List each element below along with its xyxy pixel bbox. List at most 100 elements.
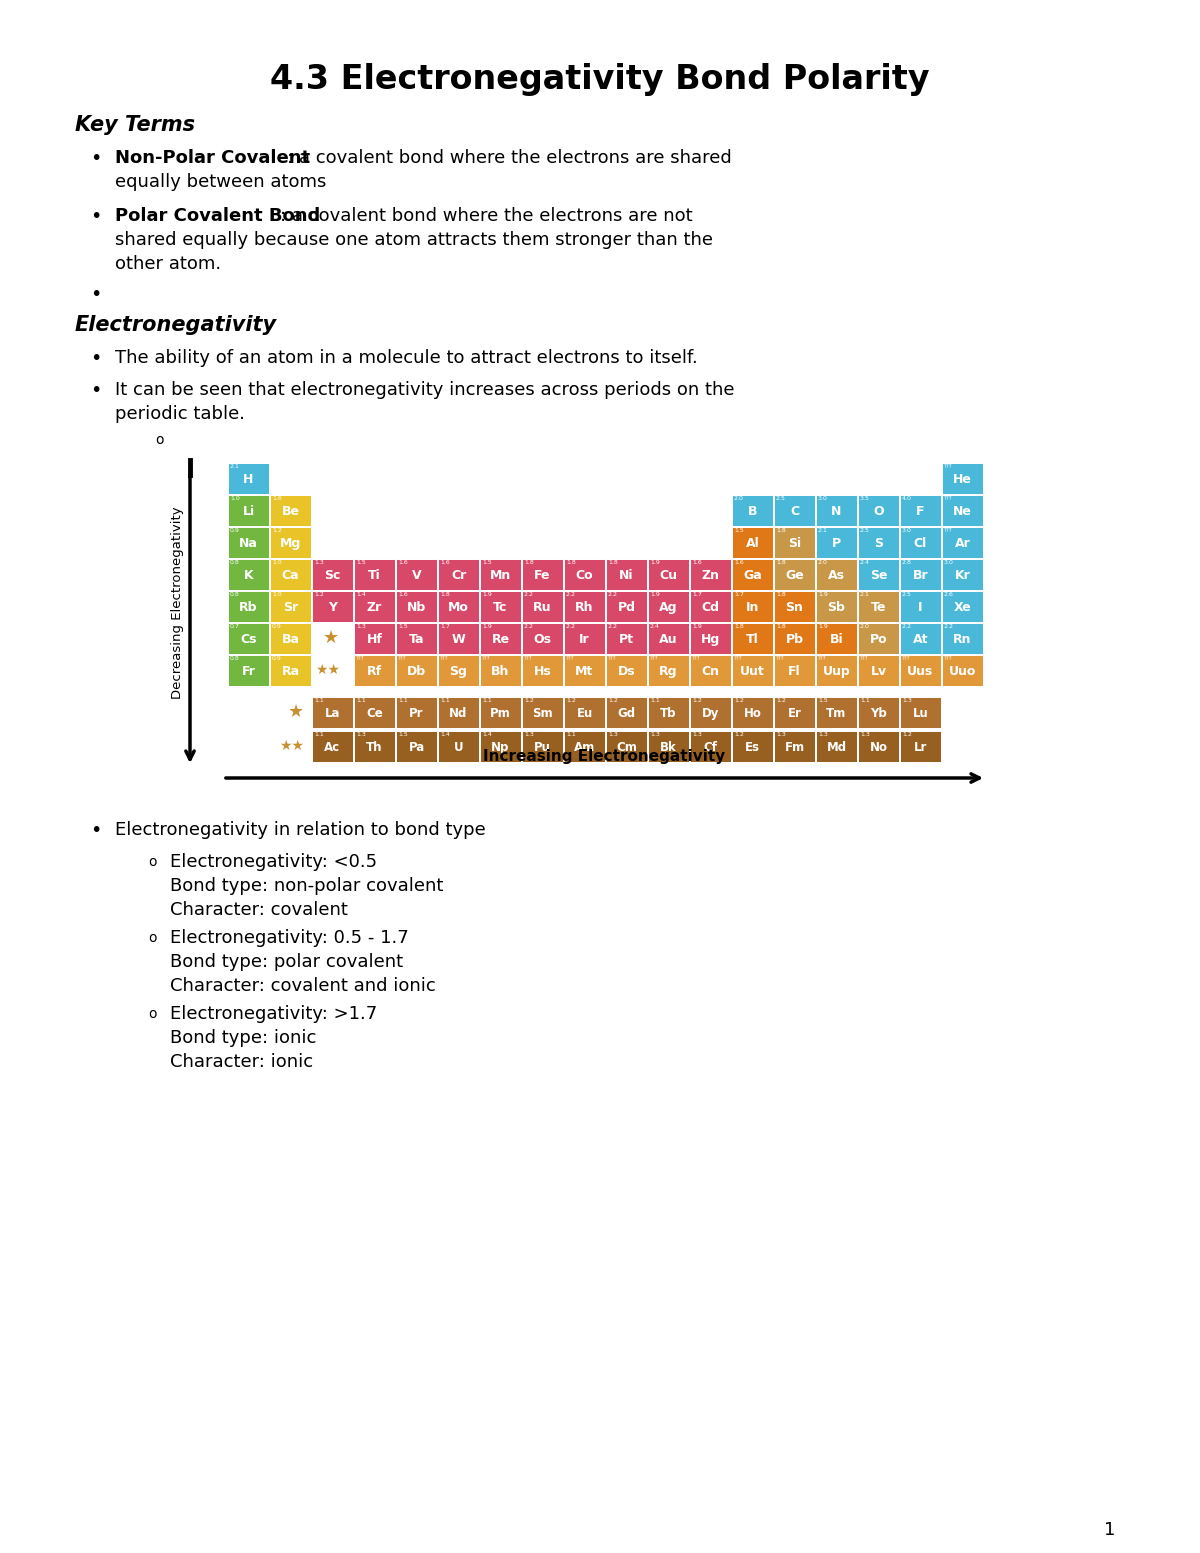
Bar	[228, 623, 269, 654]
Text: ???: ???	[776, 655, 785, 662]
Text: Pa: Pa	[408, 741, 425, 755]
Text: As: As	[828, 568, 845, 582]
Text: Mg: Mg	[280, 537, 301, 550]
Text: 1.7: 1.7	[734, 592, 744, 596]
Text: The ability of an atom in a molecule to attract electrons to itself.: The ability of an atom in a molecule to …	[115, 349, 697, 367]
Text: 2.5: 2.5	[776, 495, 786, 502]
Bar	[312, 697, 353, 728]
Text: 2.2: 2.2	[608, 624, 618, 629]
Text: Au: Au	[659, 634, 678, 646]
Text: 1.5: 1.5	[734, 528, 744, 533]
Text: 1.3: 1.3	[902, 697, 912, 704]
Text: ???: ???	[608, 655, 617, 662]
Text: 2.5: 2.5	[860, 528, 870, 533]
Text: 1.5: 1.5	[818, 697, 828, 704]
Text: ???: ???	[566, 655, 575, 662]
Bar	[858, 495, 899, 526]
Text: Mn: Mn	[490, 568, 511, 582]
Text: Character: covalent: Character: covalent	[170, 901, 348, 919]
Text: W: W	[451, 634, 466, 646]
Bar	[564, 592, 605, 623]
Bar	[396, 559, 437, 590]
Bar	[354, 592, 395, 623]
Text: I: I	[918, 601, 923, 613]
Bar	[690, 559, 731, 590]
Bar	[774, 623, 815, 654]
Bar	[942, 623, 983, 654]
Text: •: •	[90, 207, 101, 225]
Bar	[816, 655, 857, 686]
Text: 1.6: 1.6	[440, 561, 450, 565]
Text: ???: ???	[860, 655, 869, 662]
Text: Na: Na	[239, 537, 258, 550]
Text: ???: ???	[356, 655, 365, 662]
Bar	[438, 592, 479, 623]
Text: Db: Db	[407, 665, 426, 679]
Text: Character: ionic: Character: ionic	[170, 1053, 313, 1072]
Text: Dy: Dy	[702, 707, 719, 721]
Bar	[942, 495, 983, 526]
Text: 2.1: 2.1	[818, 528, 828, 533]
Text: Polar Covalent Bond: Polar Covalent Bond	[115, 207, 320, 225]
Text: Pr: Pr	[409, 707, 424, 721]
Bar	[522, 623, 563, 654]
Text: Eu: Eu	[576, 707, 593, 721]
Bar	[858, 731, 899, 763]
Text: 1.3: 1.3	[608, 731, 618, 738]
Text: 1.2: 1.2	[902, 731, 912, 738]
Text: Sg: Sg	[450, 665, 468, 679]
Text: Ho: Ho	[744, 707, 762, 721]
Bar	[774, 697, 815, 728]
Text: Rn: Rn	[953, 634, 972, 646]
Text: 1: 1	[1104, 1520, 1116, 1539]
Bar	[438, 655, 479, 686]
Bar	[564, 697, 605, 728]
Text: 0.9: 0.9	[230, 528, 240, 533]
Text: 1.6: 1.6	[398, 592, 408, 596]
Text: 3.0: 3.0	[902, 528, 912, 533]
Text: Increasing Electronegativity: Increasing Electronegativity	[484, 749, 726, 764]
Bar	[774, 526, 815, 558]
Text: Lr: Lr	[914, 741, 928, 755]
Text: 2.2: 2.2	[524, 624, 534, 629]
Text: In: In	[746, 601, 760, 613]
Text: 1.5: 1.5	[398, 624, 408, 629]
Text: O: O	[874, 505, 884, 519]
Text: Np: Np	[491, 741, 510, 755]
Text: o: o	[148, 930, 156, 944]
Text: 2.1: 2.1	[230, 464, 240, 469]
Bar	[774, 495, 815, 526]
Text: Ru: Ru	[533, 601, 552, 613]
Text: Ta: Ta	[409, 634, 425, 646]
Text: Bk: Bk	[660, 741, 677, 755]
Text: Cs: Cs	[240, 634, 257, 646]
Bar	[228, 655, 269, 686]
Bar	[354, 697, 395, 728]
Bar	[270, 655, 311, 686]
Text: 3.0: 3.0	[818, 495, 828, 502]
Text: Nd: Nd	[449, 707, 468, 721]
Text: Hf: Hf	[366, 634, 383, 646]
Bar	[858, 655, 899, 686]
Text: 1.1: 1.1	[314, 731, 324, 738]
Bar	[816, 526, 857, 558]
Text: Ca: Ca	[282, 568, 299, 582]
Bar	[690, 655, 731, 686]
Bar	[480, 559, 521, 590]
Text: Bi: Bi	[829, 634, 844, 646]
Bar	[648, 697, 689, 728]
Text: ???: ???	[944, 495, 953, 502]
Bar	[228, 463, 269, 494]
Bar	[942, 592, 983, 623]
Text: U: U	[454, 741, 463, 755]
Text: 1.6: 1.6	[398, 561, 408, 565]
Text: 1.1: 1.1	[482, 697, 492, 704]
Text: 3.5: 3.5	[860, 495, 870, 502]
Bar	[312, 559, 353, 590]
Text: 0.8: 0.8	[230, 592, 240, 596]
Text: o: o	[155, 433, 163, 447]
Bar	[480, 731, 521, 763]
Text: •: •	[90, 149, 101, 168]
Bar	[900, 623, 941, 654]
Text: 2.0: 2.0	[818, 561, 828, 565]
